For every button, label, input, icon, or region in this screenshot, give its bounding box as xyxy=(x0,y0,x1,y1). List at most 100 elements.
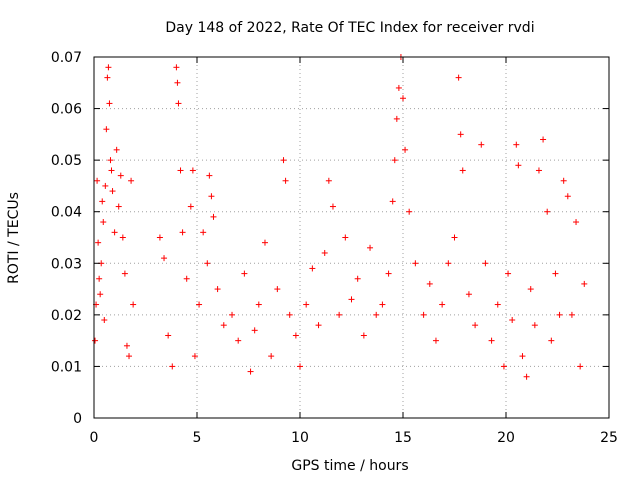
data-point xyxy=(101,317,108,324)
data-point xyxy=(400,95,406,102)
data-point xyxy=(531,322,538,329)
data-point xyxy=(348,296,355,303)
data-point xyxy=(174,79,181,86)
data-point xyxy=(315,322,322,329)
data-point xyxy=(515,162,522,169)
data-point xyxy=(465,291,472,298)
data-point xyxy=(105,64,112,71)
data-point xyxy=(389,198,396,205)
data-point xyxy=(123,342,130,349)
plot-frame xyxy=(93,56,610,419)
axes-layer: 0 0.01 0.02 0.03 0.04 0.05 0.06 0.07 0 5 10 15 20 25 xyxy=(51,50,618,446)
data-point xyxy=(130,301,137,308)
data-point xyxy=(412,260,419,267)
data-point xyxy=(478,141,485,148)
data-point xyxy=(336,311,343,318)
data-point xyxy=(99,198,106,205)
data-point xyxy=(200,229,207,236)
data-point xyxy=(556,311,563,318)
data-point xyxy=(391,157,398,164)
data-point xyxy=(385,270,392,277)
data-point xyxy=(472,322,479,329)
data-point xyxy=(286,311,293,318)
data-point xyxy=(173,64,180,71)
x-tick-label: 5 xyxy=(193,430,202,446)
data-point xyxy=(206,172,213,179)
data-point xyxy=(183,275,190,282)
data-point xyxy=(204,260,211,267)
data-point xyxy=(535,167,542,174)
data-point xyxy=(354,275,361,282)
y-tick-label: 0.05 xyxy=(51,153,82,169)
data-point xyxy=(292,332,299,339)
data-point xyxy=(220,322,227,329)
data-point xyxy=(115,203,122,210)
data-point xyxy=(282,177,289,184)
x-tick-label: 20 xyxy=(497,430,515,446)
data-point xyxy=(177,167,184,174)
data-point xyxy=(261,239,268,246)
data-point xyxy=(235,337,242,344)
data-point xyxy=(103,126,110,133)
data-point xyxy=(445,260,452,267)
data-point xyxy=(121,270,128,277)
data-point xyxy=(111,229,118,236)
data-point xyxy=(519,353,526,360)
data-point xyxy=(241,270,248,277)
x-tick-label: 15 xyxy=(394,430,412,446)
data-point xyxy=(500,363,507,370)
data-point xyxy=(94,177,101,184)
data-point xyxy=(494,301,501,308)
data-point xyxy=(297,363,303,370)
data-point xyxy=(128,177,135,184)
data-point xyxy=(455,74,462,81)
data-point xyxy=(175,100,182,107)
data-point xyxy=(96,275,103,282)
points-layer xyxy=(92,54,588,380)
data-point xyxy=(214,286,221,293)
data-point xyxy=(280,157,287,164)
data-point xyxy=(406,208,413,215)
data-point xyxy=(325,177,332,184)
data-point xyxy=(255,301,262,308)
data-point xyxy=(342,234,349,241)
data-point xyxy=(268,353,275,360)
chart-title: Day 148 of 2022, Rate Of TEC Index for r… xyxy=(165,20,534,36)
data-point xyxy=(189,167,196,174)
data-point xyxy=(165,332,172,339)
data-point xyxy=(457,131,464,138)
data-point xyxy=(360,332,367,339)
y-tick-label: 0 xyxy=(73,411,82,427)
data-point xyxy=(113,146,120,153)
data-point xyxy=(560,177,567,184)
y-tick-label: 0.03 xyxy=(51,256,82,272)
data-point xyxy=(92,337,99,344)
data-point xyxy=(95,239,102,246)
y-tick-label: 0.01 xyxy=(51,359,82,375)
data-point xyxy=(523,373,530,380)
data-point xyxy=(540,136,547,143)
data-point xyxy=(104,74,111,81)
data-point xyxy=(544,208,551,215)
data-point xyxy=(274,286,281,293)
x-axis-label: GPS time / hours xyxy=(291,458,408,474)
data-point xyxy=(100,219,107,226)
data-point xyxy=(107,157,114,164)
x-tick-label: 0 xyxy=(90,430,99,446)
data-point xyxy=(119,234,126,241)
y-axis-label: ROTI / TECUs xyxy=(6,192,22,284)
data-point xyxy=(568,311,575,318)
data-point xyxy=(126,353,133,360)
y-tick-label: 0.07 xyxy=(51,50,82,66)
data-point xyxy=(439,301,446,308)
data-point xyxy=(97,291,104,298)
data-point xyxy=(509,317,516,324)
data-point xyxy=(161,255,168,262)
data-point xyxy=(191,353,198,360)
data-point xyxy=(329,203,336,210)
data-point xyxy=(451,234,458,241)
data-point xyxy=(527,286,534,293)
data-point xyxy=(321,249,328,256)
x-tick-label: 10 xyxy=(291,430,309,446)
